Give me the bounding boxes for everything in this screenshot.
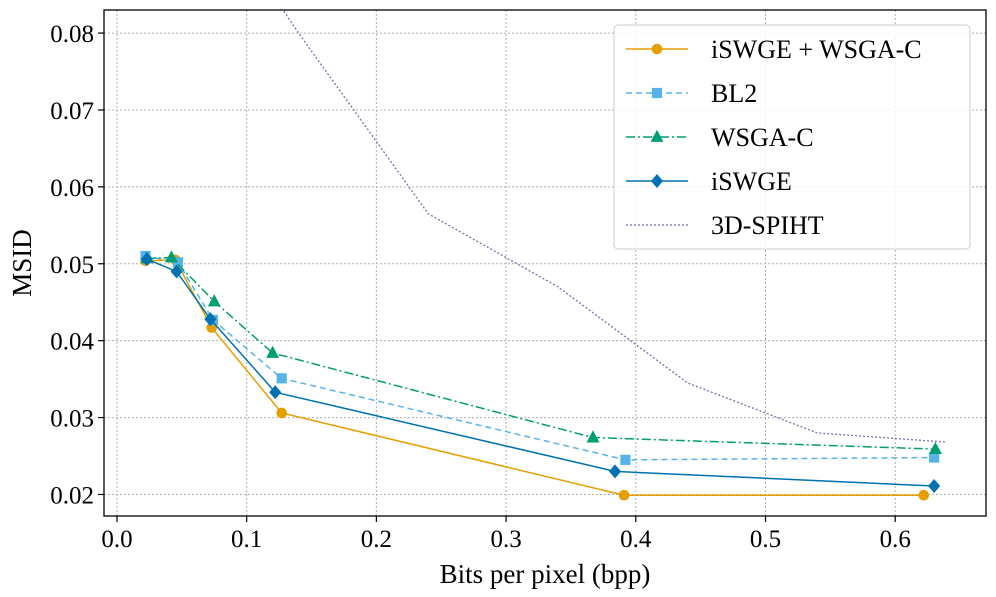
legend-label: BL2 [711, 79, 757, 108]
y-tick-label: 0.05 [50, 252, 94, 279]
series-line [282, 10, 948, 443]
data-point [165, 250, 178, 263]
tick-layer: 0.0 0.1 0.2 0.3 0.4 0.5 0.6 0.02 0.03 0.04 0.05 0.0… [50, 21, 911, 553]
data-point [276, 407, 287, 419]
data-point [204, 312, 217, 327]
data-point [170, 264, 183, 279]
legend: iSWGE + WSGA-C BL2 WSGA-C iSWGE 3D-SPIHT [613, 24, 971, 250]
data-point [918, 489, 930, 501]
data-point [929, 452, 940, 463]
data-point [266, 345, 280, 358]
legend-item-3d-spiht: 3D-SPIHT [626, 211, 824, 240]
x-tick-label: 0.0 [101, 526, 132, 553]
y-tick-label: 0.04 [50, 329, 94, 356]
legend-marker [651, 43, 663, 55]
series-line [145, 255, 935, 461]
legend-marker [650, 174, 664, 188]
legend-item-iswge: iSWGE [626, 167, 792, 196]
y-axis-label: MSID [7, 229, 37, 297]
legend-label: 3D-SPIHT [711, 211, 824, 240]
y-tick-label: 0.03 [50, 406, 94, 433]
grid-layer [104, 10, 986, 516]
legend-label: WSGA-C [711, 123, 814, 152]
series-line [146, 258, 935, 487]
data-point [269, 385, 282, 400]
data-point [928, 479, 941, 493]
data-point [586, 430, 600, 443]
legend-item-bl2: BL2 [626, 79, 757, 108]
legend-label: iSWGE [711, 167, 792, 196]
x-tick-label: 0.5 [750, 526, 781, 553]
x-tick-label: 0.2 [361, 526, 392, 553]
data-point [608, 464, 622, 479]
data-point [207, 294, 221, 307]
data-point [928, 441, 942, 454]
series-iswge [140, 252, 941, 493]
x-tick-label: 0.6 [880, 526, 911, 553]
x-axis-label: Bits per pixel (bpp) [440, 559, 651, 589]
data-point [620, 454, 631, 465]
y-tick-label: 0.08 [50, 21, 94, 48]
series-layer [140, 10, 948, 501]
data-point [140, 252, 153, 267]
x-tick-label: 0.4 [620, 526, 652, 553]
legend-box [613, 24, 971, 250]
legend-item-iswge-wsga-c: iSWGE + WSGA-C [626, 35, 922, 64]
series-3d-spiht [282, 10, 948, 443]
series-line [146, 256, 936, 450]
y-tick-label: 0.06 [50, 175, 94, 202]
x-tick-label: 0.1 [231, 526, 262, 553]
legend-item-wsga-c: WSGA-C [626, 123, 814, 152]
y-tick-label: 0.02 [50, 482, 94, 509]
legend-marker [651, 87, 663, 99]
x-tick-label: 0.3 [490, 526, 521, 553]
plot-frame [103, 9, 987, 517]
y-tick-label: 0.07 [50, 98, 94, 125]
legend-marker [650, 129, 664, 142]
data-point [276, 373, 287, 384]
data-point [618, 489, 630, 501]
legend-label: iSWGE + WSGA-C [711, 35, 922, 64]
